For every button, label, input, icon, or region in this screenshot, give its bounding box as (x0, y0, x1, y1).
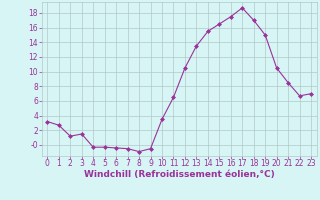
X-axis label: Windchill (Refroidissement éolien,°C): Windchill (Refroidissement éolien,°C) (84, 170, 275, 179)
